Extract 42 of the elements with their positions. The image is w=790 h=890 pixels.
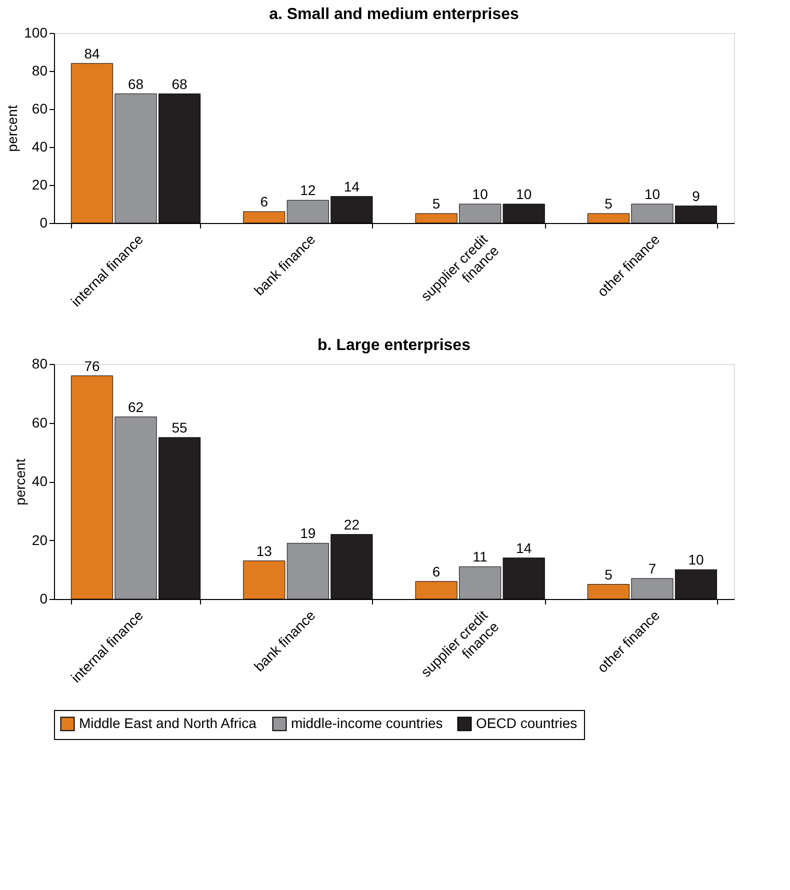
y-tick-label: 100 xyxy=(24,24,48,40)
data-label: 19 xyxy=(300,525,316,542)
chart-title: b. Large enterprises xyxy=(318,337,471,354)
data-label: 13 xyxy=(256,542,272,559)
y-tick-label: 80 xyxy=(32,356,48,372)
data-label: 10 xyxy=(688,552,704,568)
data-label: 84 xyxy=(84,45,100,62)
data-label: 5 xyxy=(604,196,613,212)
data-label: 10 xyxy=(472,186,488,202)
data-label: 14 xyxy=(344,178,360,194)
data-label: 62 xyxy=(128,398,144,415)
y-axis-title: percent xyxy=(12,458,28,506)
legend-label: OECD countries xyxy=(476,714,578,731)
y-tick-label: 0 xyxy=(40,590,48,606)
y-tick-label: 0 xyxy=(40,214,48,230)
y-tick-label: 60 xyxy=(32,100,48,116)
y-tick-label: 80 xyxy=(32,62,48,78)
data-label: 6 xyxy=(260,194,268,210)
data-label: 12 xyxy=(300,182,316,198)
data-label: 14 xyxy=(516,540,532,556)
chart-title: a. Small and medium enterprises xyxy=(269,6,520,23)
legend-label: Middle East and North Africa xyxy=(79,714,257,731)
data-label: 6 xyxy=(432,563,440,580)
data-label: 10 xyxy=(644,186,660,202)
y-axis-title: percent xyxy=(4,105,20,152)
legend-label: middle-income countries xyxy=(291,714,443,731)
y-tick-label: 40 xyxy=(32,473,48,489)
data-label: 9 xyxy=(692,188,700,204)
data-label: 11 xyxy=(472,548,488,565)
data-label: 7 xyxy=(648,560,656,576)
data-label: 68 xyxy=(128,76,144,92)
data-label: 55 xyxy=(172,419,188,436)
data-label: 5 xyxy=(432,196,440,212)
data-label: 76 xyxy=(84,358,100,374)
data-label: 10 xyxy=(516,186,532,202)
data-label: 5 xyxy=(604,566,613,582)
data-label: 22 xyxy=(344,516,360,532)
y-tick-label: 20 xyxy=(32,176,48,192)
y-tick-label: 40 xyxy=(32,138,48,154)
data-label: 68 xyxy=(172,76,188,92)
y-tick-label: 60 xyxy=(32,414,48,430)
y-tick-label: 20 xyxy=(32,532,48,548)
